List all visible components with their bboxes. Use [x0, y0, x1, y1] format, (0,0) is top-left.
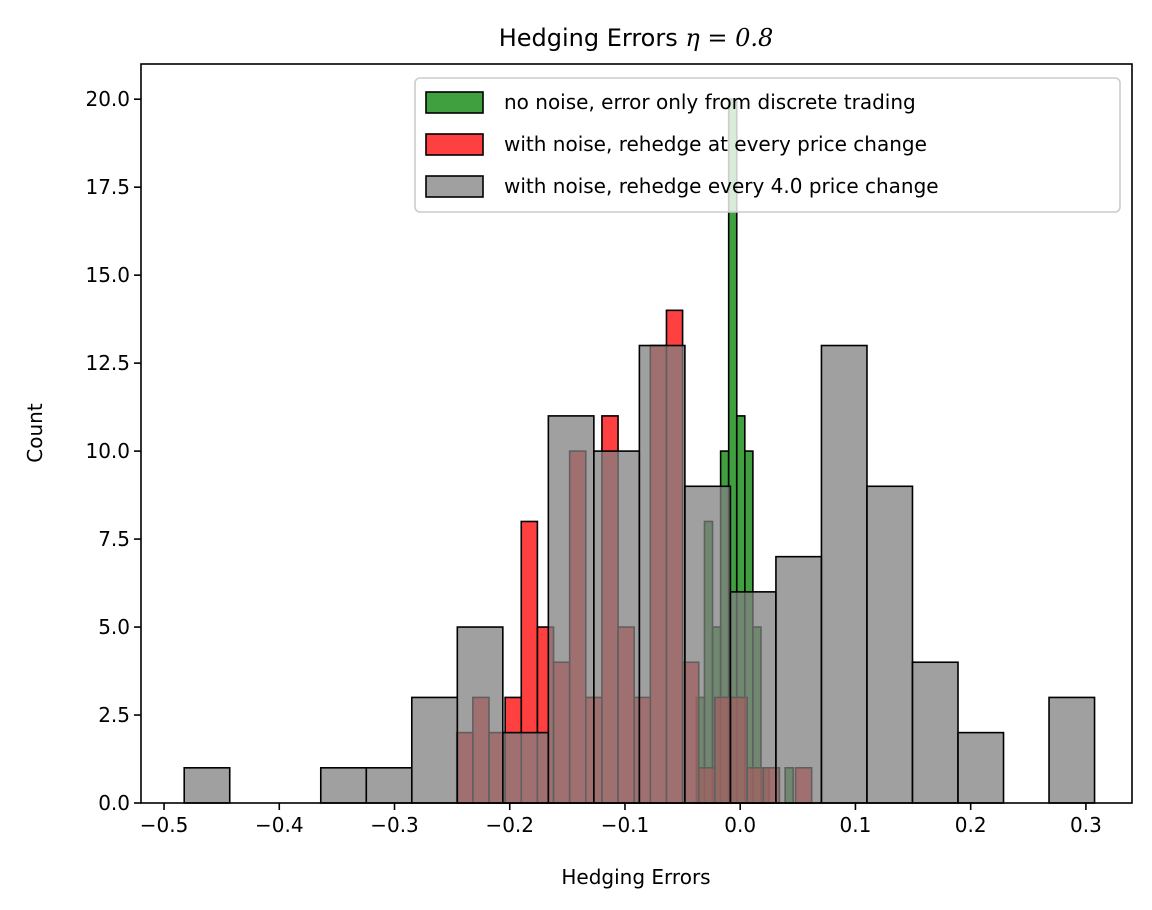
histogram-bar	[729, 591, 777, 804]
x-axis: −0.5 −0.4 −0.3 −0.2 −0.1 0.0 0.1 0.2 0.3	[140, 803, 1102, 837]
x-tick-label: 0.1	[840, 813, 872, 837]
y-tick-label: 10.0	[85, 439, 130, 463]
legend-label: no noise, error only from discrete tradi…	[504, 90, 916, 114]
histogram-bar	[183, 767, 231, 804]
histogram-bar	[911, 661, 959, 804]
y-tick-label: 5.0	[98, 615, 130, 639]
legend-label: with noise, rehedge every 4.0 price chan…	[504, 174, 939, 198]
histogram-bar	[593, 450, 641, 804]
x-axis-label: Hedging Errors	[561, 865, 710, 889]
histogram-bar	[775, 555, 823, 804]
legend-swatch	[425, 91, 484, 114]
x-tick-label: −0.2	[485, 813, 534, 837]
y-tick-label: 0.0	[98, 791, 130, 815]
histogram-bar	[365, 767, 413, 804]
y-tick-label: 12.5	[85, 351, 130, 375]
legend: no noise, error only from discrete tradi…	[414, 77, 1121, 213]
histogram-bar	[410, 696, 459, 804]
histogram-bar	[957, 731, 1005, 804]
histogram-bar	[866, 485, 914, 804]
y-tick-label: 17.5	[85, 175, 130, 199]
histogram-bar	[684, 485, 732, 804]
x-tick-label: 0.2	[955, 813, 987, 837]
series-3-bars	[183, 344, 1096, 804]
histogram-bar	[820, 344, 868, 804]
legend-box	[414, 77, 1121, 213]
x-tick-label: 0.0	[724, 813, 756, 837]
x-tick-label: −0.4	[255, 813, 304, 837]
x-tick-label: −0.1	[601, 813, 650, 837]
x-tick-label: −0.5	[140, 813, 189, 837]
y-tick-label: 15.0	[85, 263, 130, 287]
histogram-bar	[547, 415, 595, 804]
histogram-bar	[502, 731, 550, 804]
legend-swatch	[425, 175, 484, 198]
histogram-bar	[638, 344, 686, 804]
y-tick-label: 2.5	[98, 703, 130, 727]
histogram-bar	[456, 626, 504, 804]
plot-frame	[140, 63, 1133, 804]
x-tick-label: −0.3	[370, 813, 419, 837]
legend-label: with noise, rehedge at every price chang…	[504, 132, 927, 156]
x-tick-label: 0.3	[1070, 813, 1102, 837]
histogram-bars	[183, 98, 1096, 804]
histogram-bar	[319, 767, 368, 804]
y-tick-label: 20.0	[85, 87, 130, 111]
y-axis: 0.0 2.5 5.0 7.5 10.0 12.5 15.0 17.5 20.0	[85, 87, 141, 815]
histogram-bar	[1048, 696, 1096, 804]
legend-swatch	[425, 133, 484, 156]
chart-title: Hedging Errors η = 0.8	[499, 24, 774, 52]
y-axis-label: Count	[23, 403, 47, 463]
y-tick-label: 7.5	[98, 527, 130, 551]
